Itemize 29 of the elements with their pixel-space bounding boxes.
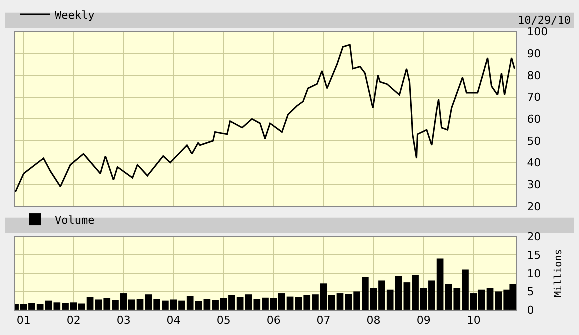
y-tick-label: 40 (527, 156, 542, 170)
line-series (15, 44, 516, 194)
x-tick-label: 09 (416, 314, 431, 328)
x-tick-label: 02 (66, 314, 81, 328)
y-tick-label: 20 (527, 200, 542, 214)
x-tick-label: 04 (166, 314, 181, 328)
y-tick-label: 30 (527, 178, 542, 192)
y-tick-label: 70 (527, 91, 542, 104)
text: 10/29/10 (518, 14, 571, 27)
legend-label: Volume (55, 214, 95, 227)
x-tick-label: 08 (366, 314, 381, 328)
x-tick-label: 05 (216, 314, 231, 328)
y-tick-label: 20 (527, 230, 542, 244)
y-tick-label: 10 (527, 267, 542, 280)
x-tick-label: 07 (316, 314, 331, 328)
y-tick-label: 15 (527, 248, 542, 262)
y-tick-label: 90 (527, 48, 542, 61)
x-tick-label: 10 (466, 314, 481, 328)
legend-label: Weekly (55, 8, 96, 22)
y-tick-label: 80 (527, 69, 542, 82)
y-axis-title: Millions (554, 249, 565, 298)
x-tick-label: 03 (116, 314, 131, 328)
y-tick-label: 60 (527, 113, 542, 126)
y-tick-label: 50 (527, 134, 542, 148)
y-tick-label: 0 (527, 304, 534, 317)
x-tick-label: 01 (16, 314, 31, 328)
x-tick-label: 06 (266, 314, 281, 328)
y-tick-label: 100 (527, 26, 548, 39)
y-tick-label: 5 (527, 286, 534, 299)
